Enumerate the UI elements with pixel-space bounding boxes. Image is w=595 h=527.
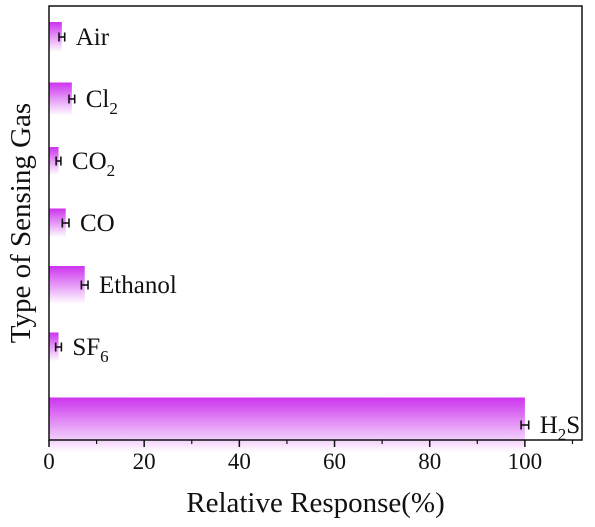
error-bar-sf6 <box>54 342 63 352</box>
category-label-suffix: S <box>566 412 580 439</box>
error-bar-h2s <box>520 420 530 430</box>
category-label-main: Ethanol <box>99 272 177 299</box>
bar-h2s <box>49 397 525 453</box>
bar-co <box>49 208 66 238</box>
category-label-ethanol: Ethanol <box>99 272 177 299</box>
error-bar-co2 <box>55 156 62 166</box>
category-label-subscript: 2 <box>109 99 118 118</box>
x-tick-label: 60 <box>323 449 346 474</box>
x-tick-label: 40 <box>228 449 251 474</box>
x-tick-label: 0 <box>43 449 55 474</box>
category-label-sf6: SF6 <box>72 334 108 366</box>
error-bars-group <box>54 32 530 430</box>
error-bar-air <box>58 32 66 42</box>
plot-frame <box>48 5 583 441</box>
bar-cl2 <box>49 82 72 116</box>
error-bar-cl2 <box>68 94 76 104</box>
bar-air <box>49 22 62 52</box>
bar-ethanol <box>49 266 85 304</box>
bar-sf6 <box>49 332 59 362</box>
category-label-subscript: 6 <box>100 347 109 366</box>
category-label-co: CO <box>80 210 115 237</box>
category-label-main: Air <box>76 24 110 51</box>
category-label-h2s: H2S <box>540 412 580 444</box>
x-axis-label: Relative Response(%) <box>186 487 445 519</box>
category-label-air: Air <box>76 24 110 51</box>
category-label-subscript: 2 <box>558 425 567 444</box>
error-bar-ethanol <box>80 280 89 290</box>
bar-co2 <box>49 147 59 175</box>
category-label-subscript: 2 <box>107 161 116 180</box>
category-label-main: Cl <box>86 86 110 113</box>
x-ticks-group: 0 20 40 60 80 100 <box>43 440 574 474</box>
category-label-main: CO <box>80 210 115 237</box>
error-bar-co <box>61 218 70 228</box>
x-tick-label: 20 <box>133 449 156 474</box>
y-axis-label: Type of Sensing Gas <box>5 103 37 343</box>
category-label-cl2: Cl2 <box>86 86 118 118</box>
category-label-main: CO <box>72 148 107 175</box>
category-label-co2: CO2 <box>72 148 115 180</box>
bars-group <box>49 22 525 453</box>
category-label-main: SF <box>72 334 100 361</box>
x-tick-label: 80 <box>418 449 441 474</box>
x-tick-label: 100 <box>508 449 543 474</box>
category-label-main: H <box>540 412 558 439</box>
